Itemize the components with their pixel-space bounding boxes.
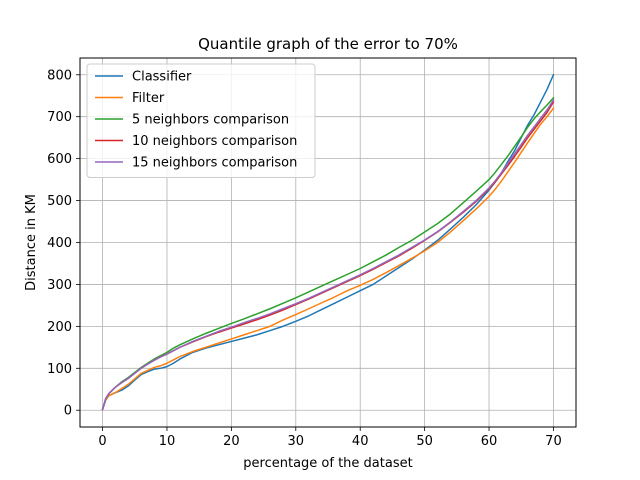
x-tick-label: 40 (352, 434, 369, 449)
y-tick-label: 500 (47, 194, 72, 209)
y-axis-label: Distance in KM (24, 194, 39, 291)
legend-label: Filter (132, 91, 165, 106)
legend-label: 15 neighbors comparison (132, 156, 297, 171)
y-tick-label: 700 (47, 110, 72, 125)
x-axis-label: percentage of the dataset (243, 456, 412, 471)
y-tick-label: 0 (64, 404, 72, 419)
legend: Classifier Filter 5 neighbors comparison 10… (86, 63, 316, 178)
x-tick-label: 70 (545, 434, 562, 449)
legend-label: 10 neighbors comparison (132, 134, 297, 149)
x-tick-label: 0 (98, 434, 106, 449)
legend-box (86, 63, 316, 178)
x-tick-label: 10 (159, 434, 176, 449)
legend-label: 5 neighbors comparison (132, 113, 289, 128)
y-tick-label: 800 (47, 68, 72, 83)
y-tick-label: 300 (47, 278, 72, 293)
x-tick-label: 30 (288, 434, 305, 449)
x-tick-label: 50 (416, 434, 433, 449)
y-tick-label: 100 (47, 362, 72, 377)
x-tick-label: 60 (481, 434, 498, 449)
chart-title: Quantile graph of the error to 70% (198, 35, 458, 53)
y-tick-label: 600 (47, 152, 72, 167)
series-lines (101, 73, 555, 411)
series-line-2 (101, 107, 555, 411)
y-tick-label: 200 (47, 320, 72, 335)
series-line-5 (101, 98, 555, 411)
x-tick-label: 20 (223, 434, 240, 449)
legend-label: Classifier (132, 70, 192, 85)
y-tick-label: 400 (47, 236, 72, 251)
